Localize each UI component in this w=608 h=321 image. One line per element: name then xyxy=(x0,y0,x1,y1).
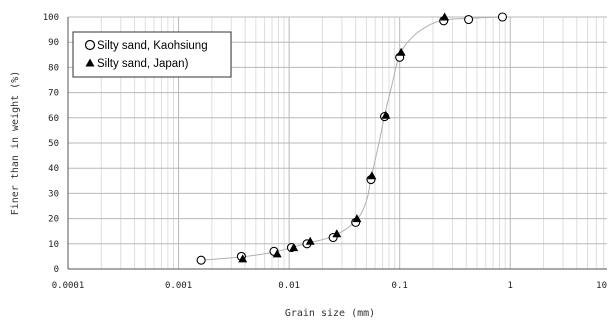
y-tick-label: 30 xyxy=(48,189,59,199)
data-point-japan xyxy=(381,110,391,119)
legend-marker-japan xyxy=(85,58,95,67)
data-point-japan xyxy=(396,47,406,56)
data-point-kaohsiung xyxy=(497,12,508,22)
y-tick-label: 50 xyxy=(48,139,59,149)
y-tick-label: 70 xyxy=(48,89,59,99)
data-point-japan xyxy=(440,12,450,21)
y-tick-label: 10 xyxy=(48,240,59,250)
x-tick-label: 0.01 xyxy=(278,281,300,291)
data-point-japan xyxy=(352,214,362,223)
data-point-japan xyxy=(332,229,342,238)
series-japan xyxy=(238,12,450,263)
legend-marker-kaohsiung xyxy=(84,39,96,51)
data-point-japan xyxy=(272,249,282,258)
x-tick-label: 0.1 xyxy=(392,281,408,291)
data-point-japan xyxy=(305,236,315,245)
data-point-japan xyxy=(289,243,299,252)
y-tick-label: 90 xyxy=(48,38,59,48)
x-tick-label: 10 xyxy=(596,281,607,291)
data-point-japan xyxy=(367,171,377,180)
y-tick-label: 0 xyxy=(54,265,59,275)
y-tick-label: 20 xyxy=(48,215,59,225)
y-tick-labels: 0 10 20 30 40 50 60 70 80 90 100 xyxy=(43,13,59,275)
x-axis-title: Grain size (mm) xyxy=(285,308,375,319)
legend-label-kaohsiung: Silty sand, Kaohsiung xyxy=(97,40,208,52)
y-tick-label: 80 xyxy=(48,63,59,73)
y-axis-title: Finer than in weight (%) xyxy=(10,71,21,216)
data-point-japan xyxy=(238,254,248,263)
legend-box xyxy=(72,31,232,78)
data-point-kaohsiung xyxy=(464,14,474,25)
y-tick-label: 40 xyxy=(48,164,59,174)
x-tick-label: 0.001 xyxy=(165,281,192,291)
y-tick-label: 100 xyxy=(43,13,59,23)
data-point-kaohsiung xyxy=(196,255,206,265)
axes xyxy=(67,17,607,270)
y-tick-label: 60 xyxy=(48,114,59,124)
x-tick-labels: 0.0001 0.001 0.01 0.1 1 10 xyxy=(52,281,607,291)
x-tick-label: 0.0001 xyxy=(52,281,85,291)
x-tick-label: 1 xyxy=(508,281,513,291)
legend: Silty sand, Kaohsiung Silty sand, Japan) xyxy=(72,31,232,78)
legend-label-japan: Silty sand, Japan) xyxy=(97,58,189,70)
